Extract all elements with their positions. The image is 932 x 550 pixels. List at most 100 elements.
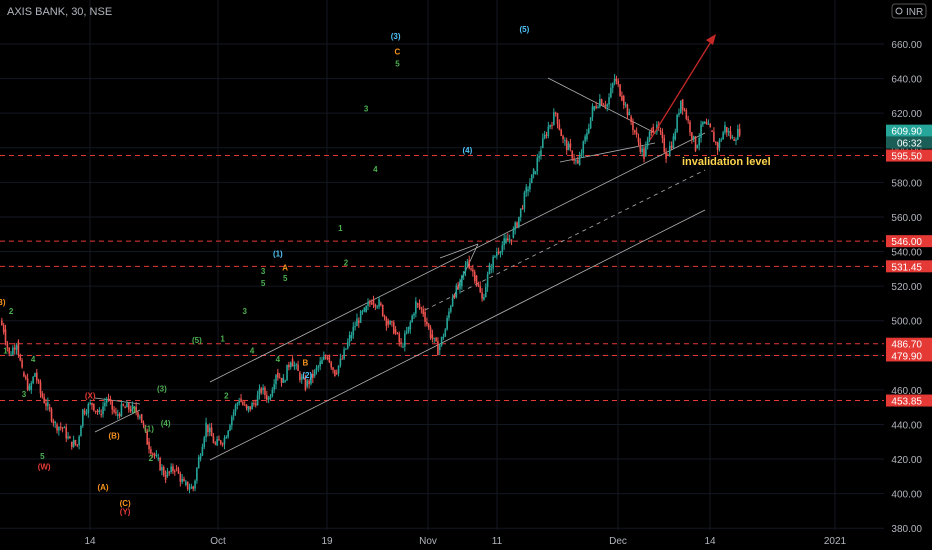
projection-arrow: [649, 39, 713, 141]
candle-body: [153, 453, 156, 456]
candle-body: [646, 138, 649, 147]
candle-body: [254, 403, 257, 406]
candle-body: [273, 384, 275, 390]
candle-body: [650, 131, 653, 133]
candle-body: [227, 430, 229, 437]
candle-body: [306, 380, 309, 387]
candle-body: [691, 132, 693, 140]
candle-body: [457, 285, 459, 289]
candle-body: [648, 131, 651, 139]
wave-label: 3: [22, 390, 27, 399]
candle-body: [462, 271, 465, 276]
candle-body: [245, 404, 248, 409]
candle-body: [87, 404, 90, 413]
candle-body: [665, 151, 667, 159]
candle-body: [126, 403, 128, 408]
candle-body: [530, 174, 533, 184]
candle-body: [731, 137, 734, 139]
price-axis[interactable]: [884, 0, 932, 550]
candle-body: [207, 424, 209, 433]
candle-body: [12, 347, 14, 355]
candle-body: [554, 112, 557, 114]
candle-body: [232, 411, 235, 416]
candle-body: [258, 388, 261, 395]
candle-body: [510, 239, 513, 243]
candle-body: [681, 99, 684, 110]
wave-label: 5: [283, 274, 288, 283]
candle-body: [383, 315, 386, 318]
candle-body: [490, 268, 493, 270]
candle-body: [461, 275, 463, 287]
candle-body: [286, 364, 288, 381]
candle-body: [588, 128, 590, 134]
candle-body: [444, 329, 447, 337]
candle-body: [424, 312, 426, 322]
candle-body: [164, 475, 167, 480]
candle-body: [455, 285, 458, 298]
wave-label: C: [395, 47, 401, 56]
candle-body: [72, 440, 75, 447]
level-badge-text: 595.50: [891, 152, 922, 163]
candle-body: [157, 457, 160, 460]
candle-body: [451, 297, 454, 307]
candle-body: [93, 403, 95, 411]
candle-body: [19, 355, 22, 361]
candle-body: [575, 160, 577, 162]
candle-body: [59, 426, 62, 428]
candle-body: [229, 425, 231, 431]
candle-body: [687, 118, 689, 121]
candle-body: [709, 123, 712, 128]
candle-body: [221, 443, 224, 445]
candle-body: [540, 150, 542, 156]
candle-body: [689, 121, 691, 133]
candle-body: [82, 409, 84, 426]
candle-body: [600, 99, 603, 105]
y-tick-label: 500.00: [891, 317, 922, 328]
candle-body: [407, 326, 410, 332]
candle-body: [47, 402, 49, 407]
candle-body: [43, 397, 45, 403]
candle-body: [402, 346, 404, 348]
candle-body: [78, 436, 80, 446]
y-tick-label: 620.00: [891, 109, 922, 120]
candle-body: [525, 186, 528, 193]
candle-body: [683, 109, 686, 111]
candle-body: [282, 377, 285, 383]
candle-body: [576, 160, 579, 164]
candle-body: [707, 123, 710, 125]
y-tick-label: 460.00: [891, 386, 922, 397]
candle-body: [571, 151, 574, 159]
candle-body: [619, 84, 621, 96]
candle-body: [293, 365, 296, 367]
candle-body: [404, 333, 406, 347]
candle-body: [431, 334, 434, 339]
x-tick-label: 2021: [824, 536, 847, 547]
candle-body: [37, 380, 40, 382]
candle-body: [148, 441, 150, 450]
candle-body: [76, 444, 79, 446]
candle-body: [343, 349, 345, 359]
candle-body: [203, 437, 206, 447]
currency-badge[interactable]: [891, 3, 927, 19]
candle-body: [107, 398, 110, 400]
candle-body: [335, 372, 338, 374]
candle-body: [365, 305, 367, 313]
candle-body: [398, 333, 401, 343]
candle-body: [387, 320, 390, 325]
candle-body: [643, 148, 645, 160]
candle-body: [626, 104, 629, 116]
x-tick-label: Dec: [609, 536, 627, 547]
candle-body: [192, 486, 194, 489]
candle-body: [363, 307, 366, 312]
candle-body: [13, 347, 16, 350]
last-price-text: 609.90: [891, 127, 922, 138]
candle-body: [608, 97, 610, 105]
candle-body: [549, 124, 551, 128]
candle-body: [685, 110, 688, 119]
candle-body: [30, 383, 33, 390]
candle-body: [578, 155, 581, 166]
candle-body: [429, 327, 432, 338]
time-axis[interactable]: [0, 530, 884, 550]
